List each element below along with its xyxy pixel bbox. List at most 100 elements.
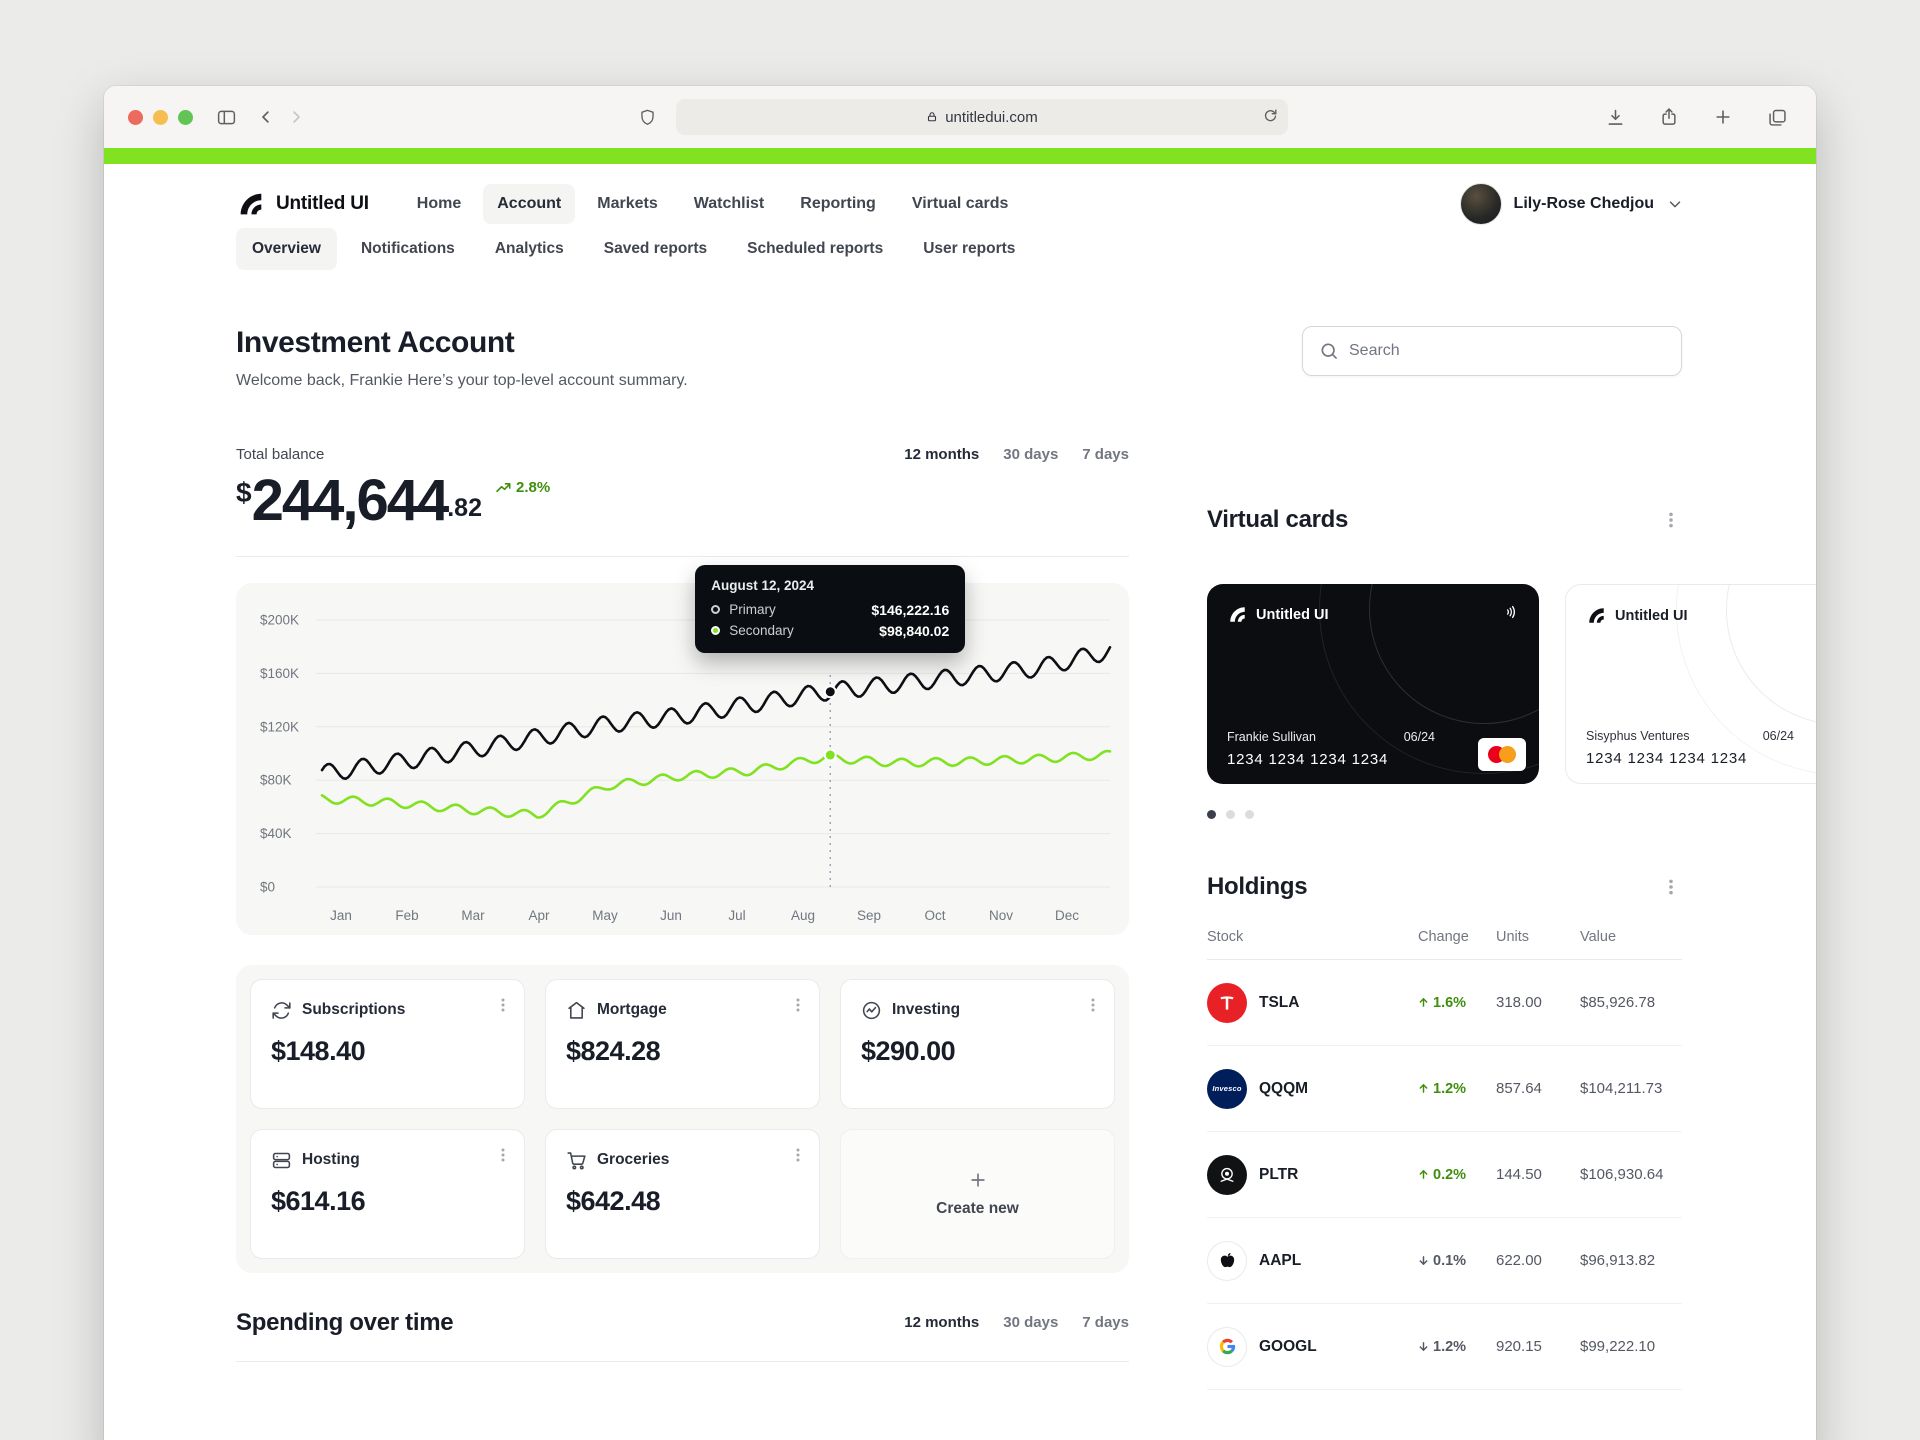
summary-card-investing[interactable]: Investing $290.00 xyxy=(840,978,1115,1109)
arrow-down-icon xyxy=(1419,1342,1428,1351)
nav-item-markets[interactable]: Markets xyxy=(597,195,658,212)
privacy-shield-icon[interactable] xyxy=(632,102,662,132)
range-30-days[interactable]: 30 days xyxy=(1003,446,1059,463)
summary-card-mortgage[interactable]: Mortgage $824.28 xyxy=(545,978,820,1109)
nav-item-watchlist[interactable]: Watchlist xyxy=(693,195,765,212)
search-input[interactable] xyxy=(1349,342,1665,360)
change-cell: 0.2% xyxy=(1418,1167,1496,1183)
server-icon xyxy=(272,1152,291,1169)
carousel-dot-2[interactable] xyxy=(1226,810,1235,819)
minimize-window-button[interactable] xyxy=(153,109,168,125)
change-cell: 1.2% xyxy=(1418,1081,1496,1097)
carousel-dot-3[interactable] xyxy=(1245,810,1254,819)
subnav-item-user-reports[interactable]: User reports xyxy=(923,240,1016,257)
subnav-item-saved-reports[interactable]: Saved reports xyxy=(603,240,708,257)
new-tab-icon[interactable] xyxy=(1708,102,1738,132)
table-row-pltr[interactable]: PLTR 0.2% 144.50 $106,930.64 xyxy=(1207,1132,1682,1218)
svg-text:$120K: $120K xyxy=(260,719,299,734)
table-row-tsla[interactable]: TSLA 1.6% 318.00 $85,926.78 xyxy=(1207,960,1682,1046)
tesla-logo-icon xyxy=(1207,982,1247,1023)
change-cell: 1.2% xyxy=(1418,1339,1496,1355)
address-bar[interactable]: untitledui.com xyxy=(676,99,1288,135)
summary-card-subscriptions[interactable]: Subscriptions $148.40 xyxy=(250,978,525,1109)
browser-chrome: untitledui.com xyxy=(104,86,1816,148)
tab-overview-icon[interactable] xyxy=(1762,102,1792,132)
url-text: untitledui.com xyxy=(945,108,1038,126)
nav-item-reporting[interactable]: Reporting xyxy=(800,195,876,212)
range-7-days[interactable]: 7 days xyxy=(1082,1314,1129,1332)
card-menu-icon[interactable] xyxy=(787,994,809,1016)
svg-text:Oct: Oct xyxy=(924,908,945,923)
untitled-ui-logo-icon xyxy=(1589,608,1604,623)
card-menu-icon[interactable] xyxy=(1082,994,1104,1016)
virtual-card-primary[interactable]: Untitled UI Frankie Sullivan 06/24 1234 … xyxy=(1207,584,1539,784)
downloads-icon[interactable] xyxy=(1600,102,1630,132)
total-balance-amount: $ 244,644 .82 2.8% xyxy=(236,470,1129,532)
main-nav: Untitled UI Home Account Markets Watchli… xyxy=(236,164,1684,225)
currency-symbol: $ xyxy=(236,477,252,508)
palantir-logo-icon xyxy=(1207,1154,1247,1195)
refresh-icon xyxy=(272,1002,291,1019)
share-icon[interactable] xyxy=(1654,102,1684,132)
range-12-months[interactable]: 12 months xyxy=(904,1314,980,1332)
table-row-qqqm[interactable]: Invesco QQQM 1.2% 857.64 $104,211.73 xyxy=(1207,1046,1682,1132)
contactless-icon xyxy=(1501,602,1521,627)
tooltip-primary-value: $146,222.16 xyxy=(871,601,950,618)
holdings-menu-icon[interactable] xyxy=(1660,876,1682,898)
invesco-logo-icon: Invesco xyxy=(1207,1068,1247,1109)
range-30-days[interactable]: 30 days xyxy=(1003,1314,1059,1332)
create-new-button[interactable]: Create new xyxy=(840,1128,1115,1259)
forward-button[interactable] xyxy=(281,102,311,132)
table-row-googl[interactable]: GOOGL 1.2% 920.15 $99,222.10 xyxy=(1207,1304,1682,1390)
card-number: 1234 1234 1234 1234 xyxy=(1227,751,1389,768)
card-menu-icon[interactable] xyxy=(492,1144,514,1166)
svg-text:May: May xyxy=(592,908,618,923)
card-holder: Frankie Sullivan xyxy=(1227,730,1316,744)
subnav-item-overview[interactable]: Overview xyxy=(236,228,337,270)
card-holder: Sisyphus Ventures xyxy=(1586,729,1690,743)
card-menu-icon[interactable] xyxy=(492,994,514,1016)
svg-text:Dec: Dec xyxy=(1055,908,1079,923)
close-window-button[interactable] xyxy=(128,109,143,125)
refresh-icon[interactable] xyxy=(1262,107,1279,124)
nav-item-home[interactable]: Home xyxy=(416,195,462,212)
subnav-item-analytics[interactable]: Analytics xyxy=(494,240,564,257)
subnav-item-notifications[interactable]: Notifications xyxy=(360,240,455,257)
summary-card-groceries[interactable]: Groceries $642.48 xyxy=(545,1128,820,1259)
card-menu-icon[interactable] xyxy=(787,1144,809,1166)
back-button[interactable] xyxy=(251,102,281,132)
main-column: Investment Account Welcome back, Frankie… xyxy=(236,326,1129,1362)
virtual-cards-title: Virtual cards xyxy=(1207,506,1349,533)
divider xyxy=(236,555,1129,557)
holdings-table: Stock Change Units Value TSLA xyxy=(1207,929,1682,1390)
range-7-days[interactable]: 7 days xyxy=(1082,446,1129,463)
virtual-cards-carousel[interactable]: Untitled UI Frankie Sullivan 06/24 1234 … xyxy=(1207,584,1816,784)
svg-text:Aug: Aug xyxy=(791,908,815,923)
table-row-aapl[interactable]: AAPL 0.1% 622.00 $96,913.82 xyxy=(1207,1218,1682,1304)
zoom-window-button[interactable] xyxy=(178,109,193,125)
virtual-card-secondary[interactable]: Untitled UI Sisyphus Ventures 06/24 1234… xyxy=(1565,584,1816,784)
carousel-dot-1[interactable] xyxy=(1207,810,1216,819)
nav-item-virtual-cards[interactable]: Virtual cards xyxy=(911,195,1009,212)
search-field[interactable] xyxy=(1302,326,1682,376)
summary-card-hosting[interactable]: Hosting $614.16 xyxy=(250,1128,525,1259)
user-menu[interactable]: Lily-Rose Chedjou xyxy=(1459,183,1684,225)
sidebar-toggle-icon[interactable] xyxy=(211,102,241,132)
column-value: Value xyxy=(1580,929,1617,945)
svg-text:$40K: $40K xyxy=(260,826,292,841)
line-chart[interactable]: $200K $160K $120K $80K $40K $0 Jan Feb Mar Apr May… xyxy=(236,583,1129,935)
tooltip-primary-label: Primary xyxy=(729,602,776,618)
subnav-item-scheduled-reports[interactable]: Scheduled reports xyxy=(747,240,884,257)
svg-text:Jan: Jan xyxy=(330,908,352,923)
google-logo-icon xyxy=(1207,1326,1247,1367)
tooltip-date: August 12, 2024 xyxy=(711,577,815,593)
balance-chart[interactable]: $200K $160K $120K $80K $40K $0 Jan Feb Mar Apr May… xyxy=(236,564,1129,935)
tooltip-secondary-value: $98,840.02 xyxy=(879,622,950,639)
virtual-cards-menu-icon[interactable] xyxy=(1660,509,1682,531)
spending-over-time-title: Spending over time xyxy=(236,1308,454,1336)
range-12-months[interactable]: 12 months xyxy=(904,446,980,463)
nav-item-account[interactable]: Account xyxy=(483,184,576,224)
search-icon xyxy=(1321,343,1337,359)
brand-logo[interactable]: Untitled UI xyxy=(236,189,369,219)
svg-text:Mar: Mar xyxy=(461,908,485,923)
